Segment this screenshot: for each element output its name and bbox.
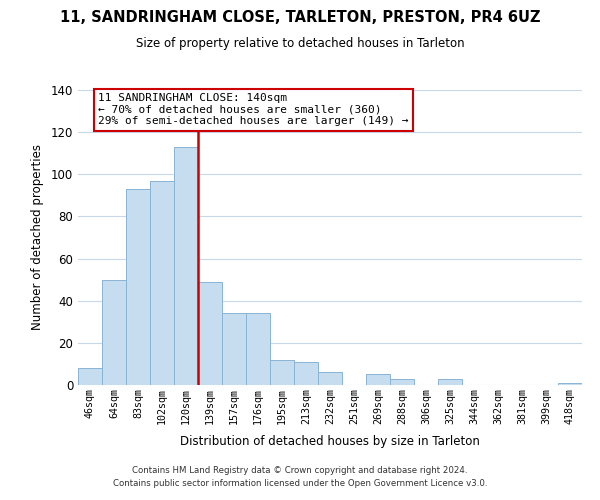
Bar (198, 282, 222, 385)
Bar (222, 314, 246, 385)
Bar (390, 378, 414, 385)
Bar (366, 374, 390, 385)
Text: 11, SANDRINGHAM CLOSE, TARLETON, PRESTON, PR4 6UZ: 11, SANDRINGHAM CLOSE, TARLETON, PRESTON… (60, 10, 540, 25)
Bar (78, 368, 102, 385)
Bar (270, 360, 294, 385)
Bar (246, 314, 270, 385)
Bar (150, 180, 174, 385)
X-axis label: Distribution of detached houses by size in Tarleton: Distribution of detached houses by size … (180, 435, 480, 448)
Text: 11 SANDRINGHAM CLOSE: 140sqm
← 70% of detached houses are smaller (360)
29% of s: 11 SANDRINGHAM CLOSE: 140sqm ← 70% of de… (98, 93, 409, 126)
Y-axis label: Number of detached properties: Number of detached properties (31, 144, 44, 330)
Bar (318, 372, 342, 385)
Text: Contains HM Land Registry data © Crown copyright and database right 2024.
Contai: Contains HM Land Registry data © Crown c… (113, 466, 487, 487)
Bar (126, 189, 150, 385)
Bar (294, 362, 318, 385)
Bar (174, 147, 198, 385)
Bar (438, 378, 462, 385)
Bar (558, 383, 582, 385)
Text: Size of property relative to detached houses in Tarleton: Size of property relative to detached ho… (136, 38, 464, 51)
Bar (102, 280, 126, 385)
